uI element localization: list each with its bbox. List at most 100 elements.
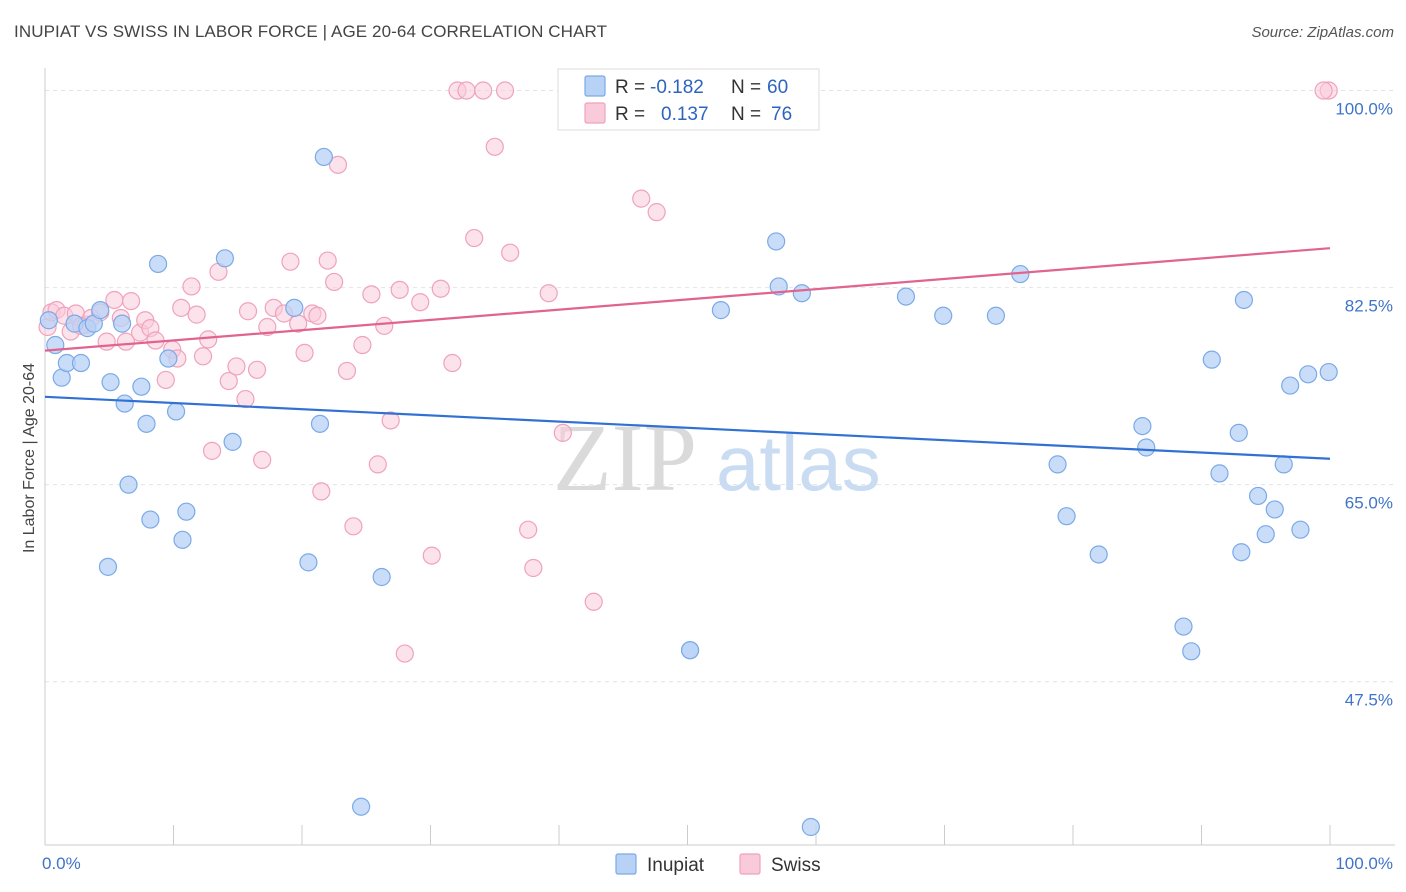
swiss-points (38, 81, 1338, 663)
inupiat-point-13 (119, 475, 138, 494)
inupiat-point-12 (115, 394, 134, 413)
inupiat-point-0 (39, 311, 58, 330)
swiss-point-10 (105, 290, 124, 310)
inupiat-point-18 (159, 349, 178, 368)
swiss-point-26 (202, 441, 222, 460)
inupiat-point-29 (372, 567, 391, 587)
inupiat-point-57 (1281, 376, 1300, 395)
swiss-point-46 (337, 361, 357, 381)
legend-r-value-swiss: 0.137 (661, 104, 709, 125)
stats-legend: R = -0.182 N = 60 R = 0.137 N = 76 (557, 68, 820, 131)
swiss-point-33 (253, 450, 272, 469)
legend-n-label-inupiat: N = (731, 77, 761, 98)
swiss-point-28 (219, 371, 238, 391)
swiss-point-55 (411, 293, 430, 312)
swiss-point-53 (390, 280, 409, 299)
swiss-point-9 (97, 332, 116, 351)
swiss-point-66 (519, 520, 538, 539)
inupiat-point-52 (1234, 290, 1254, 310)
inupiat-point-56 (1274, 455, 1293, 474)
inupiat-point-19 (166, 402, 186, 421)
inupiat-point-9 (98, 557, 118, 576)
inupiat-point-37 (896, 287, 916, 306)
swiss-point-31 (238, 302, 258, 321)
legend-swatch-inupiat (584, 75, 606, 97)
inupiat-point-36 (792, 284, 811, 303)
inupiat-trend-line (44, 395, 1331, 460)
inupiat-point-31 (801, 817, 820, 837)
inupiat-points (39, 147, 1338, 837)
swiss-point-56 (422, 546, 441, 565)
inupiat-point-17 (148, 254, 168, 274)
swiss-point-18 (156, 370, 175, 390)
inupiat-point-11 (112, 314, 132, 333)
swiss-point-72 (647, 203, 666, 222)
bottom-legend-swatch-inupiat (615, 853, 637, 875)
swiss-point-51 (375, 316, 394, 335)
swiss-point-13 (121, 292, 141, 311)
bottom-legend-label-inupiat: Inupiat (647, 855, 705, 876)
swiss-point-63 (485, 137, 504, 156)
inupiat-point-45 (1137, 438, 1156, 457)
inupiat-point-23 (223, 432, 242, 451)
x-tick-label-0: 0.0% (42, 854, 81, 873)
inupiat-point-50 (1229, 423, 1248, 442)
swiss-point-70 (584, 592, 603, 611)
y-axis-label: In Labor Force | Age 20-64 (21, 363, 38, 553)
inupiat-point-59 (1299, 365, 1318, 384)
y-tick-labels: 100.0% 82.5% 65.0% 47.5% (1335, 100, 1393, 710)
swiss-point-65 (501, 243, 520, 262)
swiss-point-41 (308, 306, 327, 325)
swiss-point-21 (172, 298, 191, 317)
inupiat-point-26 (310, 414, 330, 433)
swiss-point-50 (368, 455, 387, 474)
series-legend: Inupiat Swiss (615, 853, 821, 876)
inupiat-point-27 (314, 147, 333, 167)
swiss-point-29 (227, 357, 246, 376)
inupiat-point-42 (1057, 507, 1076, 526)
inupiat-point-28 (352, 797, 371, 816)
y-tick-label-0: 100.0% (1335, 100, 1393, 119)
legend-r-value-inupiat: -0.182 (650, 77, 704, 98)
inupiat-point-32 (680, 641, 700, 660)
legend-n-label-swiss: N = (731, 104, 761, 125)
swiss-point-48 (353, 335, 372, 355)
inupiat-point-20 (173, 530, 192, 549)
swiss-point-25 (199, 330, 218, 349)
swiss-point-49 (362, 285, 381, 304)
x-tick-label-1: 100.0% (1335, 854, 1393, 873)
swiss-point-64 (495, 81, 515, 100)
inupiat-point-41 (1048, 455, 1067, 474)
gridlines (45, 90, 1395, 683)
x-tick-labels: 0.0% 100.0% (42, 854, 1393, 873)
swiss-point-34 (258, 317, 277, 337)
inupiat-point-54 (1256, 525, 1275, 544)
swiss-point-54 (395, 644, 414, 663)
inupiat-point-55 (1265, 500, 1284, 519)
bottom-legend-swatch-swiss (739, 853, 761, 875)
swiss-point-37 (281, 252, 300, 271)
inupiat-point-14 (132, 377, 151, 396)
inupiat-point-8 (91, 301, 110, 320)
inupiat-point-44 (1133, 416, 1152, 436)
inupiat-point-38 (934, 306, 953, 325)
swiss-point-68 (539, 284, 558, 303)
swiss-point-22 (182, 277, 201, 296)
inupiat-point-58 (1291, 520, 1310, 539)
swiss-point-44 (325, 272, 344, 292)
inupiat-point-60 (1319, 362, 1338, 382)
trend-lines (44, 247, 1331, 460)
inupiat-point-34 (767, 232, 786, 251)
swiss-point-42 (312, 482, 331, 501)
y-tick-label-1: 82.5% (1345, 297, 1393, 316)
swiss-point-43 (318, 251, 337, 270)
swiss-point-32 (247, 360, 267, 379)
inupiat-point-46 (1174, 617, 1193, 636)
bottom-legend-label-swiss: Swiss (771, 855, 821, 876)
watermark-zip: ZIP (553, 404, 697, 511)
swiss-point-23 (187, 305, 206, 324)
swiss-point-45 (328, 155, 348, 174)
inupiat-point-43 (1089, 545, 1108, 564)
swiss-point-62 (474, 81, 493, 100)
inupiat-point-25 (299, 553, 318, 572)
